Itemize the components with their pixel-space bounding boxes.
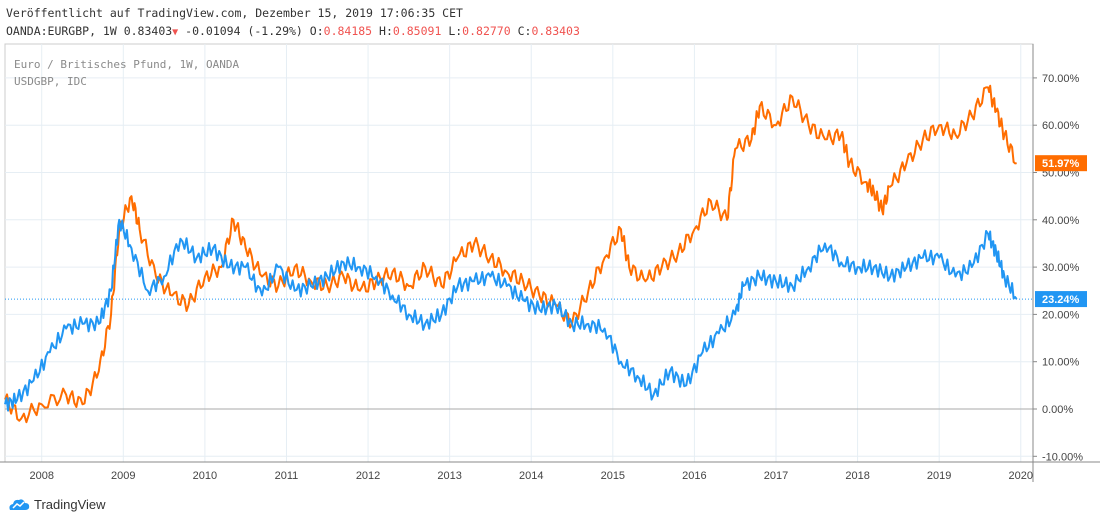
x-tick-label: 2017 bbox=[764, 470, 788, 482]
last-value-label: 51.97% bbox=[1042, 158, 1080, 170]
x-tick-label: 2019 bbox=[927, 470, 951, 482]
published-line: Veröffentlicht auf TradingView.com, Deze… bbox=[6, 6, 463, 20]
legend-usdgbp: USDGBP, IDC bbox=[14, 75, 87, 88]
low-label: L: bbox=[448, 24, 463, 38]
y-tick-label: 20.00% bbox=[1042, 309, 1080, 321]
x-tick-label: 2012 bbox=[356, 470, 380, 482]
tradingview-cloud-icon bbox=[9, 498, 30, 510]
last-value-label: 23.24% bbox=[1042, 294, 1080, 306]
x-tick-label: 2018 bbox=[845, 470, 869, 482]
y-tick-label: 40.00% bbox=[1042, 215, 1080, 227]
x-tick-label: 2020 bbox=[1009, 470, 1033, 482]
down-triangle-icon: ▼ bbox=[172, 27, 179, 38]
y-tick-label: 30.00% bbox=[1042, 262, 1080, 274]
x-tick-label: 2015 bbox=[601, 470, 625, 482]
y-tick-label: -10.00% bbox=[1042, 451, 1083, 463]
close-label: C: bbox=[517, 24, 532, 38]
y-tick-label: 70.00% bbox=[1042, 73, 1080, 85]
x-tick-label: 2008 bbox=[29, 470, 53, 482]
last-value-badge-usdgbp bbox=[1035, 291, 1087, 308]
high-value: 0.85091 bbox=[392, 24, 442, 38]
series-line-usdgbp bbox=[4, 218, 1018, 412]
x-tick-label: 2011 bbox=[275, 470, 299, 482]
x-tick-label: 2010 bbox=[193, 470, 217, 482]
logo-text: TradingView bbox=[34, 497, 106, 512]
low-value: 0.82770 bbox=[462, 24, 511, 38]
high-label: H: bbox=[379, 24, 393, 38]
open-value: 0.84185 bbox=[323, 24, 373, 38]
plot-frame bbox=[4, 43, 1034, 463]
close-value: 0.83403 bbox=[531, 24, 580, 38]
x-tick-label: 2009 bbox=[111, 470, 135, 482]
x-tick-label: 2016 bbox=[682, 470, 706, 482]
symbol-price: OANDA:EURGBP, 1W 0.83403 bbox=[6, 24, 173, 38]
y-tick-label: 10.00% bbox=[1042, 357, 1080, 369]
tradingview-logo[interactable]: TradingView bbox=[8, 497, 106, 512]
price-change: -0.01094 (-1.29%) bbox=[185, 24, 303, 38]
legend-eurgbp: Euro / Britisches Pfund, 1W, OANDA bbox=[14, 58, 240, 71]
last-value-badge-eurgbp bbox=[1035, 155, 1087, 172]
x-tick-label: 2013 bbox=[437, 470, 461, 482]
x-tick-label: 2014 bbox=[519, 470, 543, 482]
y-tick-label: 60.00% bbox=[1042, 120, 1080, 132]
symbol-line: OANDA:EURGBP, 1W 0.83403▼ -0.01094 (-1.2… bbox=[6, 24, 580, 38]
open-label: O: bbox=[309, 24, 324, 38]
series-line-eurgbp bbox=[4, 84, 1017, 424]
y-tick-label: 0.00% bbox=[1042, 404, 1073, 416]
